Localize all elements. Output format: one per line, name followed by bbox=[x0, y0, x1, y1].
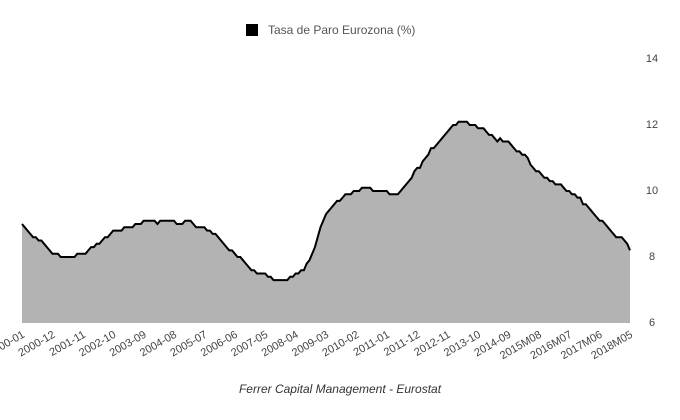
legend-label: Tasa de Paro Eurozona (%) bbox=[268, 23, 415, 37]
y-tick-label: 12 bbox=[646, 119, 658, 131]
y-tick-label: 6 bbox=[649, 317, 655, 329]
y-tick-label: 8 bbox=[649, 251, 655, 263]
area bbox=[22, 121, 630, 323]
y-tick-label: 10 bbox=[646, 185, 658, 197]
legend-swatch bbox=[246, 24, 258, 36]
chart-footer: Ferrer Capital Management - Eurostat bbox=[239, 382, 442, 396]
y-tick-label: 14 bbox=[646, 53, 658, 65]
line bbox=[21, 120, 631, 282]
